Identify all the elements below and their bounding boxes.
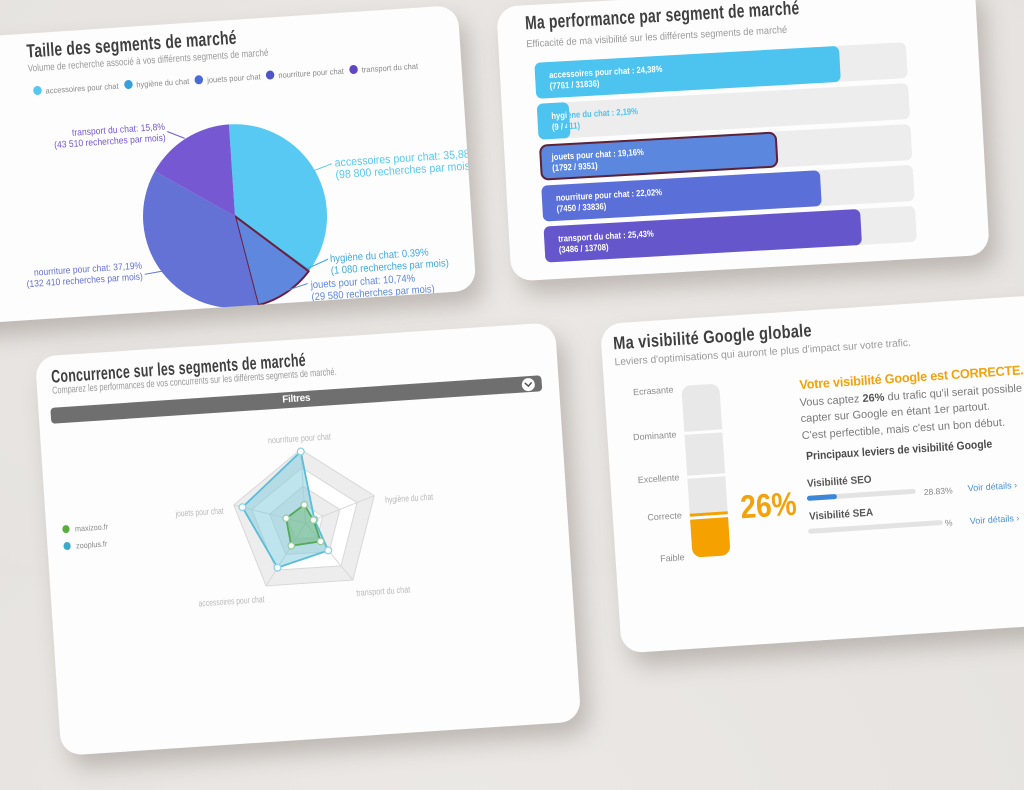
svg-text:transport du chat: transport du chat — [356, 584, 411, 598]
svg-text:hygiène du chat: hygiène du chat — [385, 492, 434, 505]
svg-text:jouets pour chat: jouets pour chat — [175, 506, 225, 519]
svg-text:accessoires pour chat: accessoires pour chat — [198, 594, 265, 608]
svg-text:nourriture pour chat: nourriture pour chat — [268, 431, 332, 445]
